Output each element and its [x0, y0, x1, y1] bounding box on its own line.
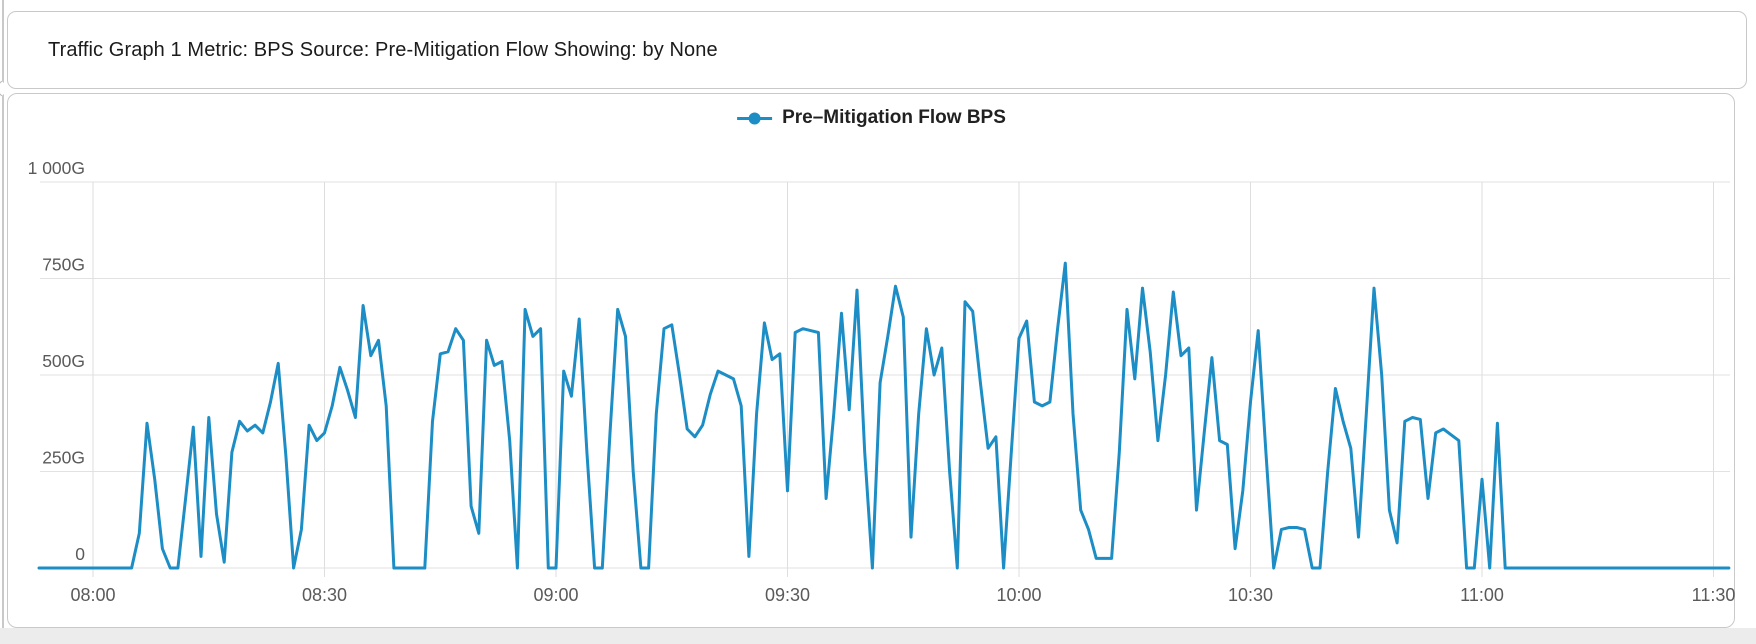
legend-line-bullet-icon: [737, 112, 773, 124]
traffic-chart-panel: Pre–Mitigation Flow BPS: [7, 93, 1735, 628]
window-left-edge: [2, 0, 4, 644]
page-background-strip: [0, 628, 1756, 644]
legend-label: Pre–Mitigation Flow BPS: [782, 107, 1006, 128]
traffic-graph-header[interactable]: Traffic Graph 1 Metric: BPS Source: Pre-…: [7, 11, 1747, 89]
legend-item-pre-mitigation-flow-bps[interactable]: Pre–Mitigation Flow BPS: [736, 107, 1006, 129]
traffic-graph-title: Traffic Graph 1 Metric: BPS Source: Pre-…: [48, 38, 718, 61]
